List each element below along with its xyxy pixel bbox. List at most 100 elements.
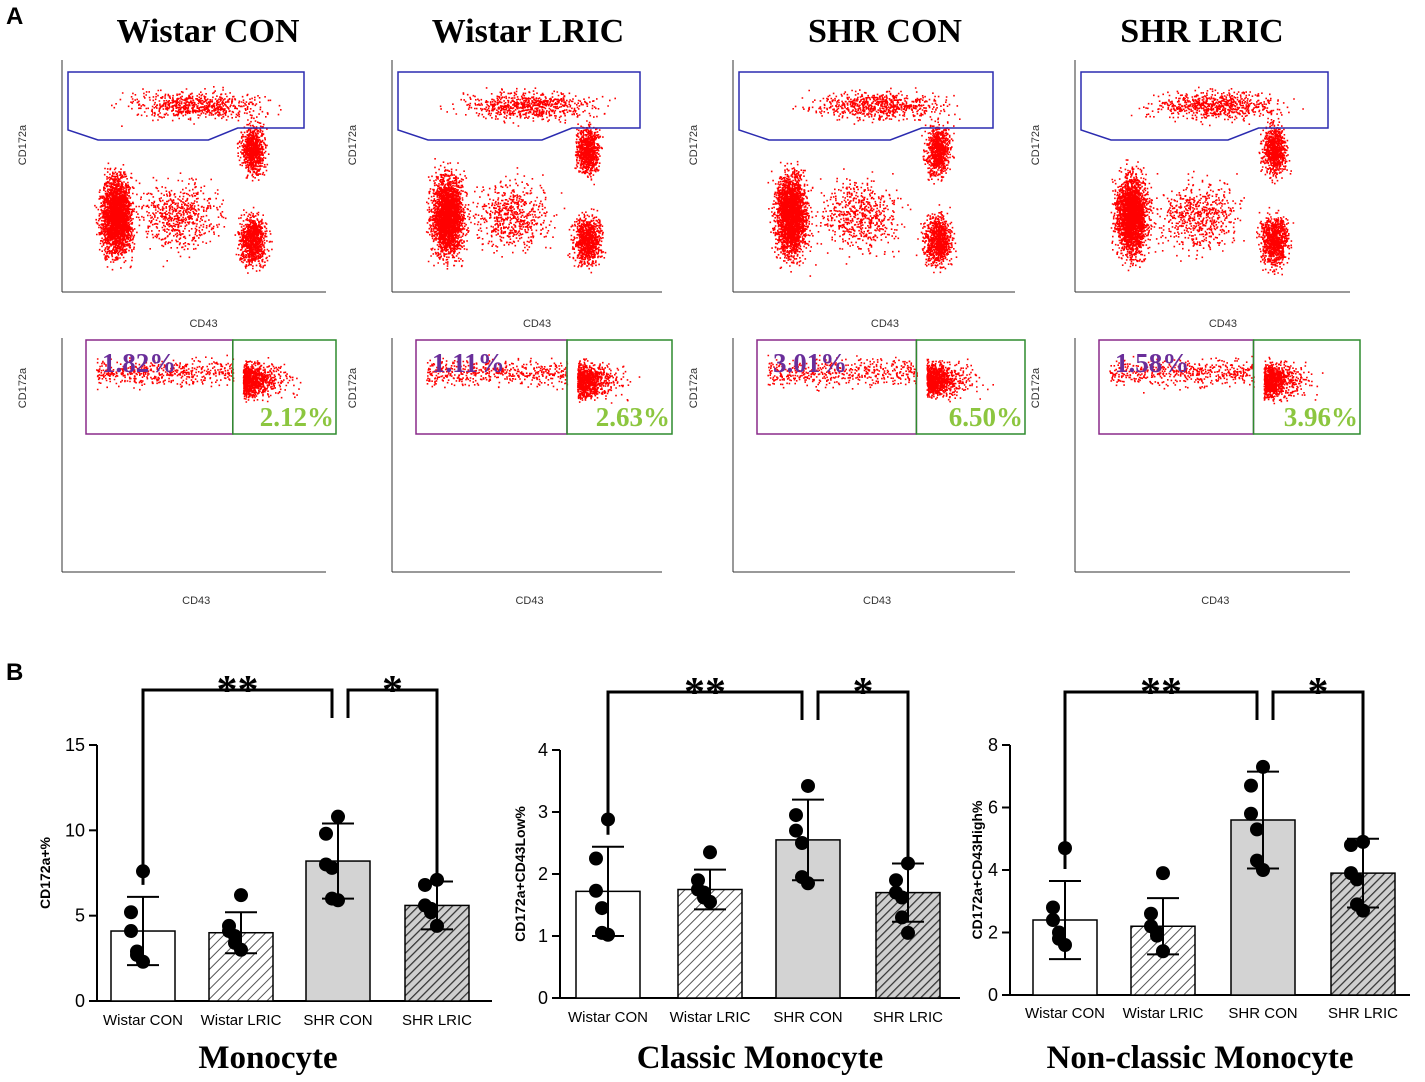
top-x-axis-label: CD43: [523, 318, 551, 330]
data-point: [595, 901, 609, 916]
data-point: [136, 954, 150, 969]
significance-marker: **: [1140, 670, 1182, 716]
top-scatter-dots: [94, 86, 282, 274]
category-label: SHR LRIC: [1328, 1005, 1398, 1022]
data-point: [1356, 903, 1370, 918]
data-point: [430, 918, 444, 933]
data-point: [789, 808, 803, 823]
data-point: [1046, 913, 1060, 927]
data-point: [1244, 778, 1258, 793]
nonclassic-percentage: 2.12%: [260, 402, 334, 432]
bottom-y-axis-label: CD172a: [347, 367, 359, 408]
data-point: [234, 888, 248, 903]
bottom-y-axis-label: CD172a: [1030, 367, 1042, 408]
monocyte-gate: [738, 71, 994, 141]
plot-title: Wistar CON: [117, 13, 300, 50]
nonclassic-percentage: 3.96%: [1284, 402, 1358, 432]
y-tick-label: 3: [538, 802, 548, 822]
scatter-points: [425, 87, 616, 274]
top-x-axis-label: CD43: [189, 318, 217, 330]
significance-bracket: [1271, 690, 1365, 837]
data-point: [795, 836, 809, 850]
y-tick-label: 6: [988, 798, 998, 818]
bottom-y-axis-label: CD172a: [17, 367, 29, 408]
plot-title: SHR LRIC: [1120, 13, 1283, 50]
significance-bracket: [1063, 690, 1259, 869]
classic-percentage: 3.01%: [773, 348, 847, 378]
data-point: [1344, 838, 1358, 852]
data-point: [801, 876, 815, 891]
category-label: SHR CON: [303, 1012, 372, 1029]
data-point: [1350, 872, 1364, 887]
y-axis-label: CD172a+CD43Low%: [512, 806, 528, 942]
bottom-x-axis-label: CD43: [1201, 595, 1229, 607]
data-point: [895, 890, 909, 905]
data-point: [801, 778, 815, 793]
y-tick-label: 0: [75, 991, 85, 1011]
data-point: [589, 883, 603, 898]
y-tick-label: 1: [538, 926, 548, 946]
data-point: [895, 910, 909, 925]
data-point: [234, 942, 248, 957]
bottom-scatter-dots: [1109, 355, 1324, 405]
chart-title: Classic Monocyte: [637, 1040, 884, 1076]
bottom-x-axis-label: CD43: [863, 595, 891, 607]
top-y-axis-label: CD172a: [17, 124, 29, 165]
classic-percentage: 1.58%: [1115, 348, 1189, 378]
data-point: [1356, 834, 1370, 849]
y-axis-label: CD172a+%: [37, 836, 53, 909]
panel-b-label: B: [6, 659, 23, 686]
chart-title: Non-classic Monocyte: [1046, 1040, 1353, 1076]
classic-percentage: 1.11%: [432, 348, 505, 378]
chart-title: Monocyte: [198, 1040, 337, 1076]
category-label: Wistar LRIC: [1123, 1005, 1204, 1022]
data-point: [901, 856, 915, 871]
data-point: [1244, 806, 1258, 821]
y-tick-label: 2: [538, 864, 548, 884]
y-tick-label: 0: [988, 985, 998, 1005]
data-point: [331, 809, 345, 824]
nonclassic-gate: [1252, 339, 1361, 435]
monocyte-gate: [397, 71, 641, 141]
data-point: [1144, 906, 1158, 921]
data-point: [418, 877, 432, 892]
top-scatter-dots: [1110, 86, 1304, 276]
y-tick-label: 15: [65, 735, 85, 755]
bottom-scatter-dots: [426, 354, 641, 404]
y-tick-label: 8: [988, 735, 998, 755]
significance-bracket: [141, 688, 334, 885]
top-y-axis-label: CD172a: [347, 124, 359, 165]
category-label: Wistar CON: [1025, 1005, 1105, 1022]
bottom-scatter-dots: [767, 354, 994, 403]
category-label: Wistar LRIC: [201, 1012, 282, 1029]
significance-marker: **: [684, 670, 726, 716]
data-point: [901, 925, 915, 940]
plot-title: SHR CON: [808, 13, 962, 50]
bottom-x-axis-label: CD43: [182, 595, 210, 607]
bottom-scatter-dots: [96, 354, 302, 403]
bar: [1130, 925, 1196, 996]
data-point: [1156, 866, 1170, 881]
data-point: [703, 894, 717, 909]
data-point: [703, 845, 717, 860]
nonclassic-gate: [232, 339, 337, 435]
top-scatter-dots: [767, 87, 961, 277]
data-point: [1058, 938, 1072, 952]
data-point: [1256, 759, 1270, 774]
monocyte-gate: [67, 71, 305, 141]
scatter-points: [767, 87, 961, 277]
data-point: [1046, 900, 1060, 915]
data-point: [325, 860, 339, 875]
category-label: Wistar LRIC: [670, 1009, 751, 1026]
y-tick-label: 4: [988, 860, 998, 880]
top-scatter-dots: [425, 87, 616, 274]
data-point: [1256, 863, 1270, 877]
data-point: [601, 927, 615, 942]
top-y-axis-label: CD172a: [1030, 124, 1042, 165]
nonclassic-percentage: 6.50%: [949, 402, 1023, 432]
data-point: [889, 873, 903, 888]
top-y-axis-label: CD172a: [688, 124, 700, 165]
bar-chart: 0 2 4 6 8 CD172a+CD43High% Wistar CON Wistar LR…: [969, 670, 1410, 1076]
top-x-axis-label: CD43: [871, 318, 899, 330]
scatter-points: [94, 86, 282, 274]
